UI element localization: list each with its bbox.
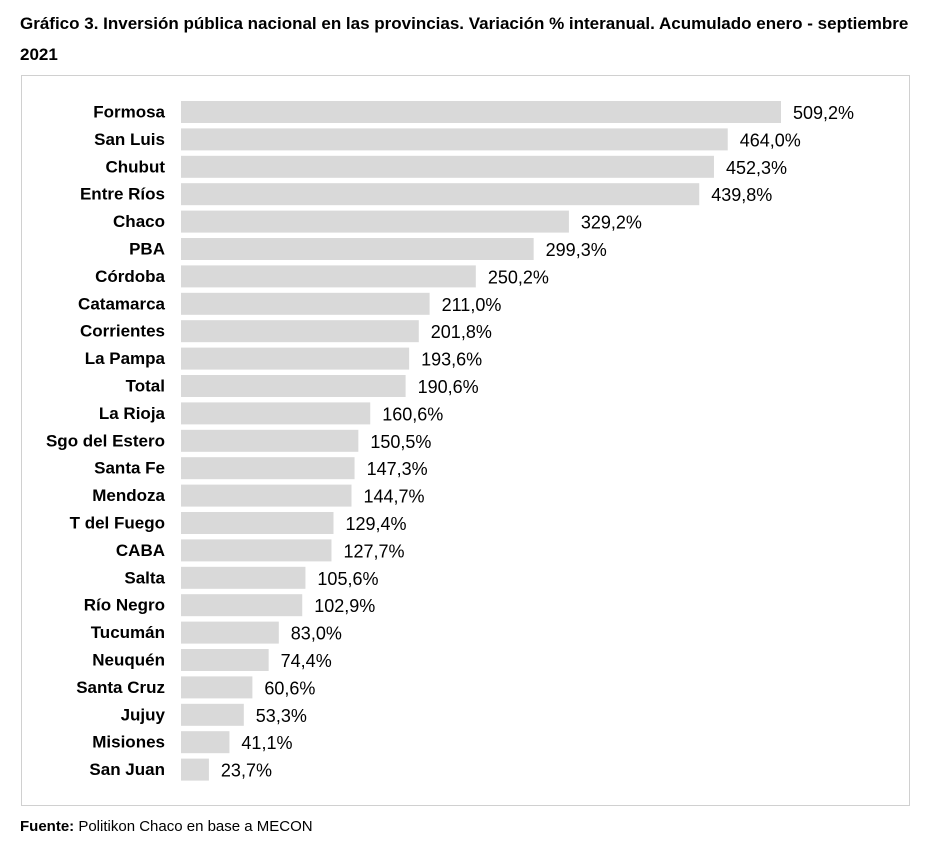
value-label-salta: 105,6% xyxy=(317,569,378,589)
value-label-tucuman: 83,0% xyxy=(291,624,342,644)
value-label-rio-negro: 102,9% xyxy=(314,596,375,616)
bar-mendoza xyxy=(181,484,352,507)
value-label-entre-rios: 439,8% xyxy=(711,185,772,205)
category-label-la-rioja: La Rioja xyxy=(99,404,166,423)
value-label-misiones: 41,1% xyxy=(241,733,292,753)
bar-salta xyxy=(181,566,306,589)
bar-neuquen xyxy=(181,649,269,671)
value-label-mendoza: 144,7% xyxy=(364,487,425,507)
bar-la-rioja xyxy=(181,402,371,425)
category-label-mendoza: Mendoza xyxy=(92,486,165,505)
source-label: Fuente: xyxy=(20,818,75,835)
category-label-formosa: Formosa xyxy=(93,103,165,122)
category-label-salta: Salta xyxy=(124,568,165,587)
category-label-corrientes: Corrientes xyxy=(80,322,165,341)
category-label-chaco: Chaco xyxy=(113,212,165,231)
category-label-jujuy: Jujuy xyxy=(121,705,166,724)
value-label-santa-fe: 147,3% xyxy=(367,459,428,479)
category-label-chubut: Chubut xyxy=(106,157,166,176)
category-label-san-luis: San Luis xyxy=(94,130,165,149)
value-label-formosa: 509,2% xyxy=(793,103,854,123)
bar-santa-fe xyxy=(181,457,355,480)
bar-chubut xyxy=(181,155,714,178)
category-label-santa-cruz: Santa Cruz xyxy=(76,678,165,697)
value-label-jujuy: 53,3% xyxy=(256,706,307,726)
value-label-pba: 299,3% xyxy=(546,240,607,260)
bar-caba xyxy=(181,539,332,562)
value-label-catamarca: 211,0% xyxy=(442,295,502,315)
category-label-tucuman: Tucumán xyxy=(91,623,165,642)
category-label-rio-negro: Río Negro xyxy=(84,596,165,615)
category-label-entre-rios: Entre Ríos xyxy=(80,185,165,204)
category-label-san-juan: San Juan xyxy=(89,760,165,779)
bar-corrientes xyxy=(181,320,419,343)
bar-rio-negro xyxy=(181,594,303,617)
value-label-chubut: 452,3% xyxy=(726,158,787,178)
category-label-cordoba: Córdoba xyxy=(95,267,165,286)
source-text: Politikon Chaco en base a MECON xyxy=(74,818,313,835)
value-label-cordoba: 250,2% xyxy=(488,267,549,287)
value-label-la-rioja: 160,6% xyxy=(382,404,443,424)
category-label-t-del-fuego: T del Fuego xyxy=(70,514,165,533)
chart-title: Gráfico 3. Inversión pública nacional en… xyxy=(20,14,909,64)
bar-misiones xyxy=(181,731,230,754)
category-label-pba: PBA xyxy=(129,240,165,259)
bar-pba xyxy=(181,238,534,260)
value-label-total: 190,6% xyxy=(418,377,479,397)
category-label-catamarca: Catamarca xyxy=(78,294,165,313)
bar-formosa xyxy=(181,101,781,123)
value-label-corrientes: 201,8% xyxy=(431,322,492,342)
bar-san-luis xyxy=(181,128,728,151)
bar-tucuman xyxy=(181,621,279,644)
value-label-san-juan: 23,7% xyxy=(221,761,272,781)
bar-san-juan xyxy=(181,758,209,781)
value-label-chaco: 329,2% xyxy=(581,213,642,233)
bar-santa-cruz xyxy=(181,676,253,699)
value-label-san-luis: 464,0% xyxy=(740,130,801,150)
bar-entre-rios xyxy=(181,183,700,206)
bar-la-pampa xyxy=(181,347,410,370)
category-label-la-pampa: La Pampa xyxy=(85,349,166,368)
value-label-santa-cruz: 60,6% xyxy=(264,678,315,698)
bar-chaco xyxy=(181,210,569,233)
category-label-misiones: Misiones xyxy=(92,733,165,752)
category-label-neuquen: Neuquén xyxy=(92,651,165,670)
chart-area: Formosa 509,2% San Luis 464,0% Chubut 452,3% E… xyxy=(21,75,910,806)
value-label-sgo-del-estero: 150,5% xyxy=(370,432,431,452)
bar-sgo-del-estero xyxy=(181,429,359,452)
value-label-neuquen: 74,4% xyxy=(281,651,332,671)
bar-total xyxy=(181,375,406,397)
bar-catamarca xyxy=(181,292,430,315)
bar-t-del-fuego xyxy=(181,512,334,534)
category-label-caba: CABA xyxy=(116,541,165,560)
value-label-t-del-fuego: 129,4% xyxy=(345,514,406,534)
category-label-santa-fe: Santa Fe xyxy=(94,459,165,478)
value-label-la-pampa: 193,6% xyxy=(421,350,482,370)
source-note: Fuente: Politikon Chaco en base a MECON xyxy=(20,818,313,835)
value-label-caba: 127,7% xyxy=(343,541,404,561)
category-label-sgo-del-estero: Sgo del Estero xyxy=(46,431,165,450)
bar-chart: Formosa 509,2% San Luis 464,0% Chubut 452,3% E… xyxy=(46,101,854,781)
bar-cordoba xyxy=(181,265,476,288)
bar-jujuy xyxy=(181,703,244,726)
category-label-total: Total xyxy=(126,377,165,396)
